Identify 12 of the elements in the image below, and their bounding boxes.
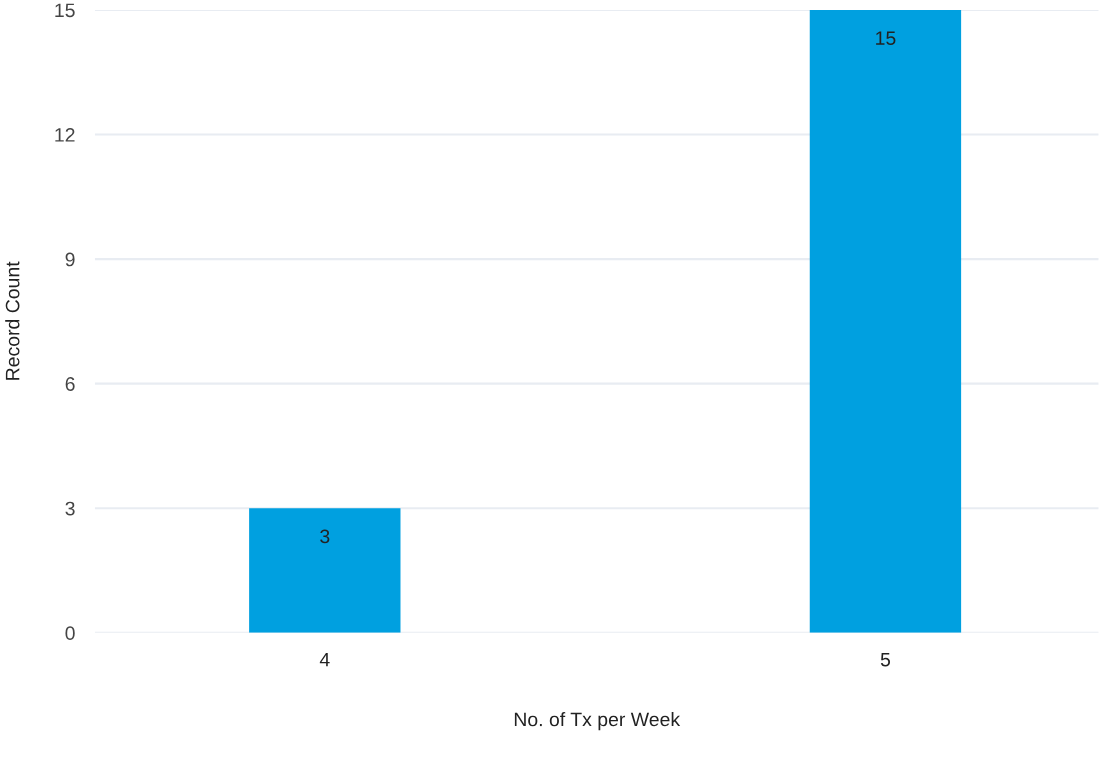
y-tick-label: 6 [65, 377, 75, 391]
y-tick-label: 15 [55, 3, 75, 18]
data-label: 15 [876, 31, 896, 46]
y-axis-title: Record Count [5, 261, 20, 380]
y-tick-label: 0 [65, 626, 75, 641]
y-tick-label: 9 [65, 252, 75, 267]
x-tick-label: 4 [319, 652, 330, 667]
x-tick-label: 5 [880, 652, 891, 667]
x-axis-title: No. of Tx per Week [514, 712, 681, 731]
y-tick-label: 3 [65, 501, 75, 516]
data-label: 3 [320, 529, 330, 544]
y-tick-label: 12 [55, 128, 75, 142]
